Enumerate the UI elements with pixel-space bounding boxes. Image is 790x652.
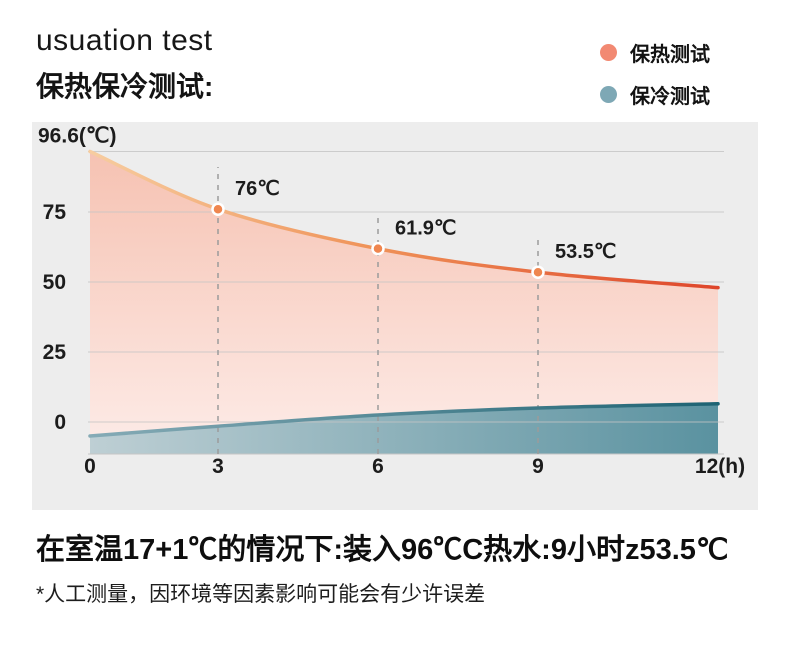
cold-legend-label: 保冷测试 bbox=[630, 86, 710, 108]
heat-legend-label: 保热测试 bbox=[630, 44, 710, 66]
y-tick-label: 96.6(℃) bbox=[38, 125, 116, 148]
caption-statement: 在室温17+1℃的情况下:装入96℃C热水:9小时z53.5℃ bbox=[36, 534, 729, 566]
axis-labels: 96.6(℃) 75 50 25 00 3 6 9 12(h) bbox=[38, 125, 745, 478]
x-tick-label: 0 bbox=[84, 455, 96, 478]
y-tick-label: 25 bbox=[43, 341, 67, 364]
x-tick-label: 9 bbox=[532, 455, 544, 478]
legend-item-heat: 保热测试 bbox=[600, 38, 710, 67]
title-chinese: 保热保冷测试: bbox=[36, 71, 214, 102]
insulation-chart: 76℃ 61.9℃ 53.5℃ 96.6(℃) 75 50 25 00 3 6 9 12(h) bbox=[38, 125, 745, 478]
heat-legend-dot-icon bbox=[600, 44, 617, 61]
y-tick-label: 75 bbox=[43, 201, 67, 224]
chart-panel: 76℃ 61.9℃ 53.5℃ 96.6(℃) 75 50 25 0 0 3 6 9 12(h) bbox=[32, 122, 758, 510]
data-point-marker bbox=[531, 265, 545, 279]
title-english: usuation test bbox=[36, 24, 213, 57]
y-tick-label: 0 bbox=[54, 411, 66, 434]
data-point-label: 76℃ bbox=[235, 178, 280, 200]
legend-item-cold: 保冷测试 bbox=[600, 80, 710, 109]
series-fills bbox=[90, 151, 718, 454]
x-tick-label: 12(h) bbox=[695, 455, 745, 478]
data-point-marker bbox=[371, 241, 385, 256]
header: usuation test 保热保冷测试: bbox=[36, 24, 213, 105]
x-tick-label: 3 bbox=[212, 455, 224, 478]
data-point-label: 61.9℃ bbox=[395, 218, 456, 240]
data-point-marker bbox=[211, 202, 225, 216]
x-tick-label: 6 bbox=[372, 455, 384, 478]
data-point-label: 53.5℃ bbox=[555, 241, 616, 263]
y-tick-label: 50 bbox=[43, 271, 66, 294]
cold-legend-dot-icon bbox=[600, 86, 617, 103]
gridlines bbox=[88, 151, 724, 455]
caption-footnote: *人工测量，因环境等因素影响可能会有少许误差 bbox=[36, 583, 486, 606]
legend: 保热测试 保冷测试 bbox=[600, 38, 710, 109]
annotations: 76℃ 61.9℃ 53.5℃ bbox=[211, 178, 616, 279]
